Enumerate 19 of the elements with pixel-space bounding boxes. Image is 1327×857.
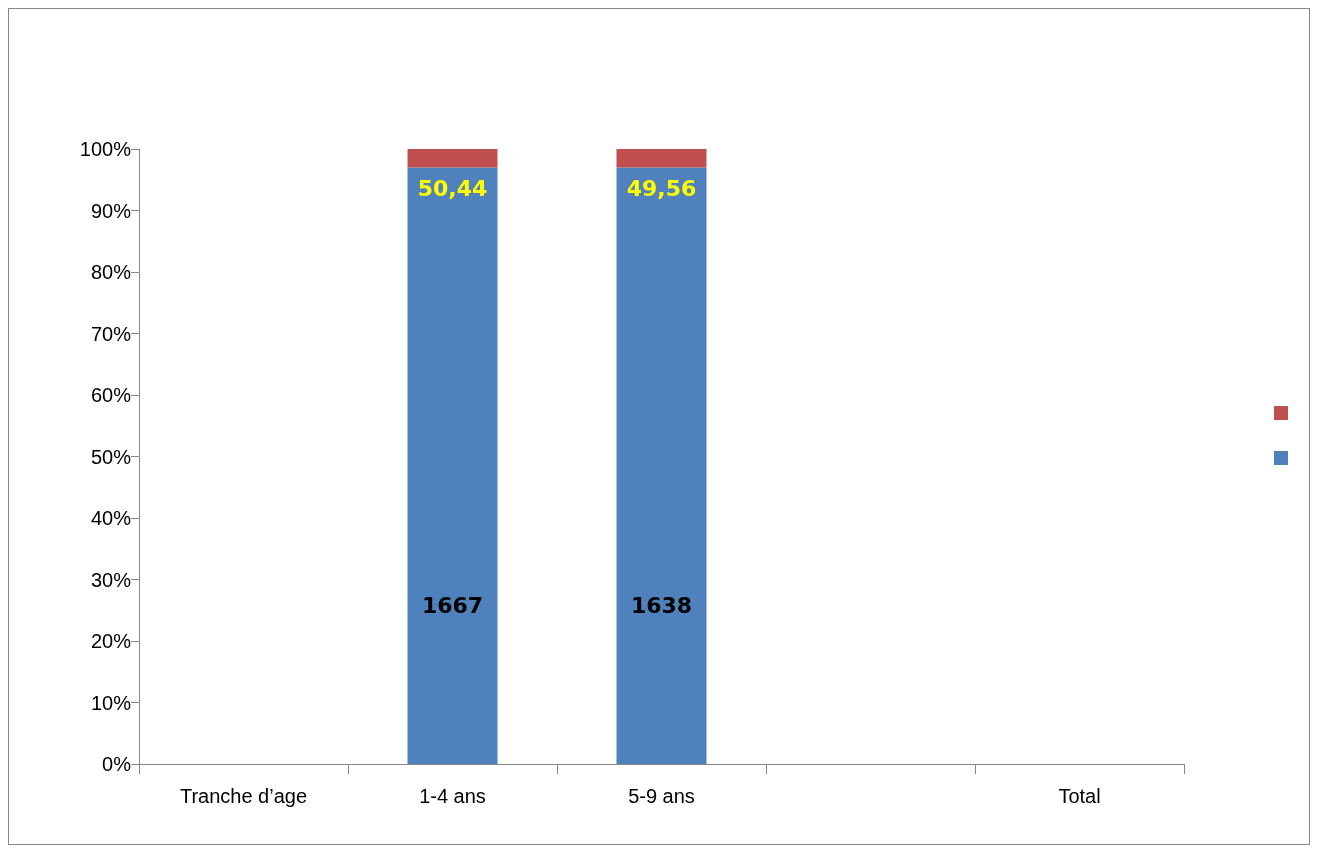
y-tick-label: 90% <box>90 199 132 222</box>
x-tick-label: 5-9 ans <box>628 785 695 807</box>
y-tick-label: 40% <box>90 507 132 529</box>
y-tick-label: 100% <box>79 138 132 160</box>
annotation: 50,44 <box>417 175 488 201</box>
y-tick-label: 50% <box>90 445 132 468</box>
y-tick-label: 80% <box>90 261 132 283</box>
y-tick-label: 20% <box>90 630 132 652</box>
x-tick-label: Tranche d’age <box>179 785 308 807</box>
x-tick-label: 1-4 ans <box>419 785 486 807</box>
annotation: 1638 <box>630 593 693 619</box>
y-tick-label: 10% <box>90 691 132 714</box>
y-tick-label: 60% <box>90 384 132 406</box>
y-tick-label: 30% <box>90 568 132 591</box>
y-tick-label: 70% <box>90 322 132 345</box>
annotation: 49,56 <box>626 175 697 201</box>
annotation: 1667 <box>421 593 484 619</box>
y-tick-label: 0% <box>102 753 132 775</box>
x-tick-label: Total <box>1058 785 1101 807</box>
